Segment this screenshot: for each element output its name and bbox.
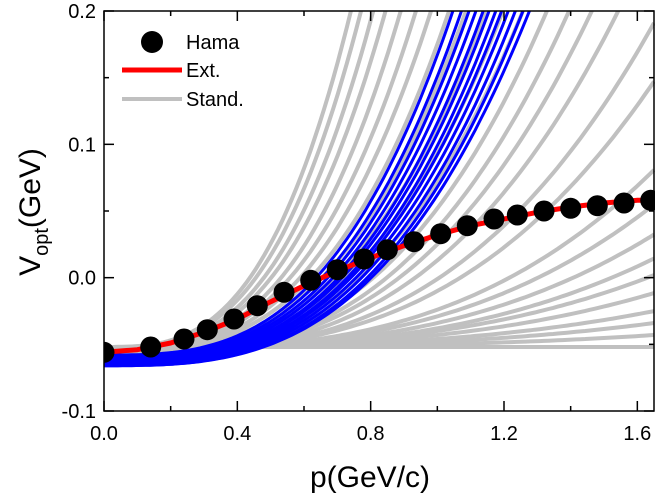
y-tick-label: 0.0 [68, 268, 96, 290]
blue-curve-2 [104, 11, 471, 360]
hama-point-1 [140, 336, 162, 358]
hama-point-8 [326, 259, 348, 281]
x-tick-label: 0.0 [90, 423, 118, 445]
hama-point-9 [353, 248, 375, 270]
x-tick-label: 0.4 [223, 423, 251, 445]
hama-point-5 [246, 295, 268, 317]
axis-ticks: 0.0 0.4 0.8 1.2 1.6-0.10.00.10.2 [62, 1, 654, 445]
y-axis-title-sub: opt [31, 228, 53, 256]
stand-curve-7 [104, 11, 452, 353]
x-axis-title: p(GeV/c) [310, 461, 430, 494]
hama-point-19 [613, 192, 635, 214]
hama-point-20 [640, 189, 655, 211]
hama-point-3 [196, 319, 218, 341]
y-tick-label: -0.1 [62, 401, 96, 423]
blue-curve-9 [104, 11, 517, 366]
hama-point-6 [273, 281, 295, 303]
x-tick-label: 1.2 [490, 423, 518, 445]
hama-point-0 [104, 341, 115, 363]
legend-stand-label: Stand. [186, 89, 244, 111]
hama-point-7 [300, 269, 322, 291]
blue-curve-1 [104, 11, 464, 358]
hama-point-12 [430, 223, 452, 245]
stand-curve-1 [104, 11, 364, 349]
legend-ext-label: Ext. [186, 60, 220, 82]
legend: Hama Ext. Stand. [122, 31, 244, 111]
y-tick-label: 0.1 [68, 134, 96, 156]
blue-curve-3 [104, 11, 478, 361]
legend-hama-marker [141, 31, 163, 53]
hama-point-14 [483, 208, 505, 230]
hama-point-10 [376, 239, 398, 261]
hama-point-2 [173, 328, 195, 350]
blue-curve-11 [104, 11, 532, 368]
y-axis-title-tail: (GeV) [14, 148, 47, 228]
x-tick-label: 0.8 [357, 423, 385, 445]
hama-point-11 [403, 231, 425, 253]
blue-curve-5 [104, 11, 491, 362]
blue-curve-0 [104, 11, 455, 357]
hama-point-13 [456, 215, 478, 237]
hama-point-16 [533, 200, 555, 222]
y-axis-title-main: V [14, 256, 47, 276]
hama-point-4 [223, 308, 245, 330]
y-axis-title: Vopt(GeV) [14, 148, 53, 276]
hama-point-15 [506, 204, 528, 226]
hama-point-18 [586, 195, 608, 217]
stand-curve-5 [104, 11, 419, 352]
y-tick-label: 0.2 [68, 1, 96, 23]
hama-point-17 [560, 197, 582, 219]
legend-hama-label: Hama [186, 32, 240, 54]
plot-area [104, 11, 655, 368]
x-tick-label: 1.6 [623, 423, 651, 445]
